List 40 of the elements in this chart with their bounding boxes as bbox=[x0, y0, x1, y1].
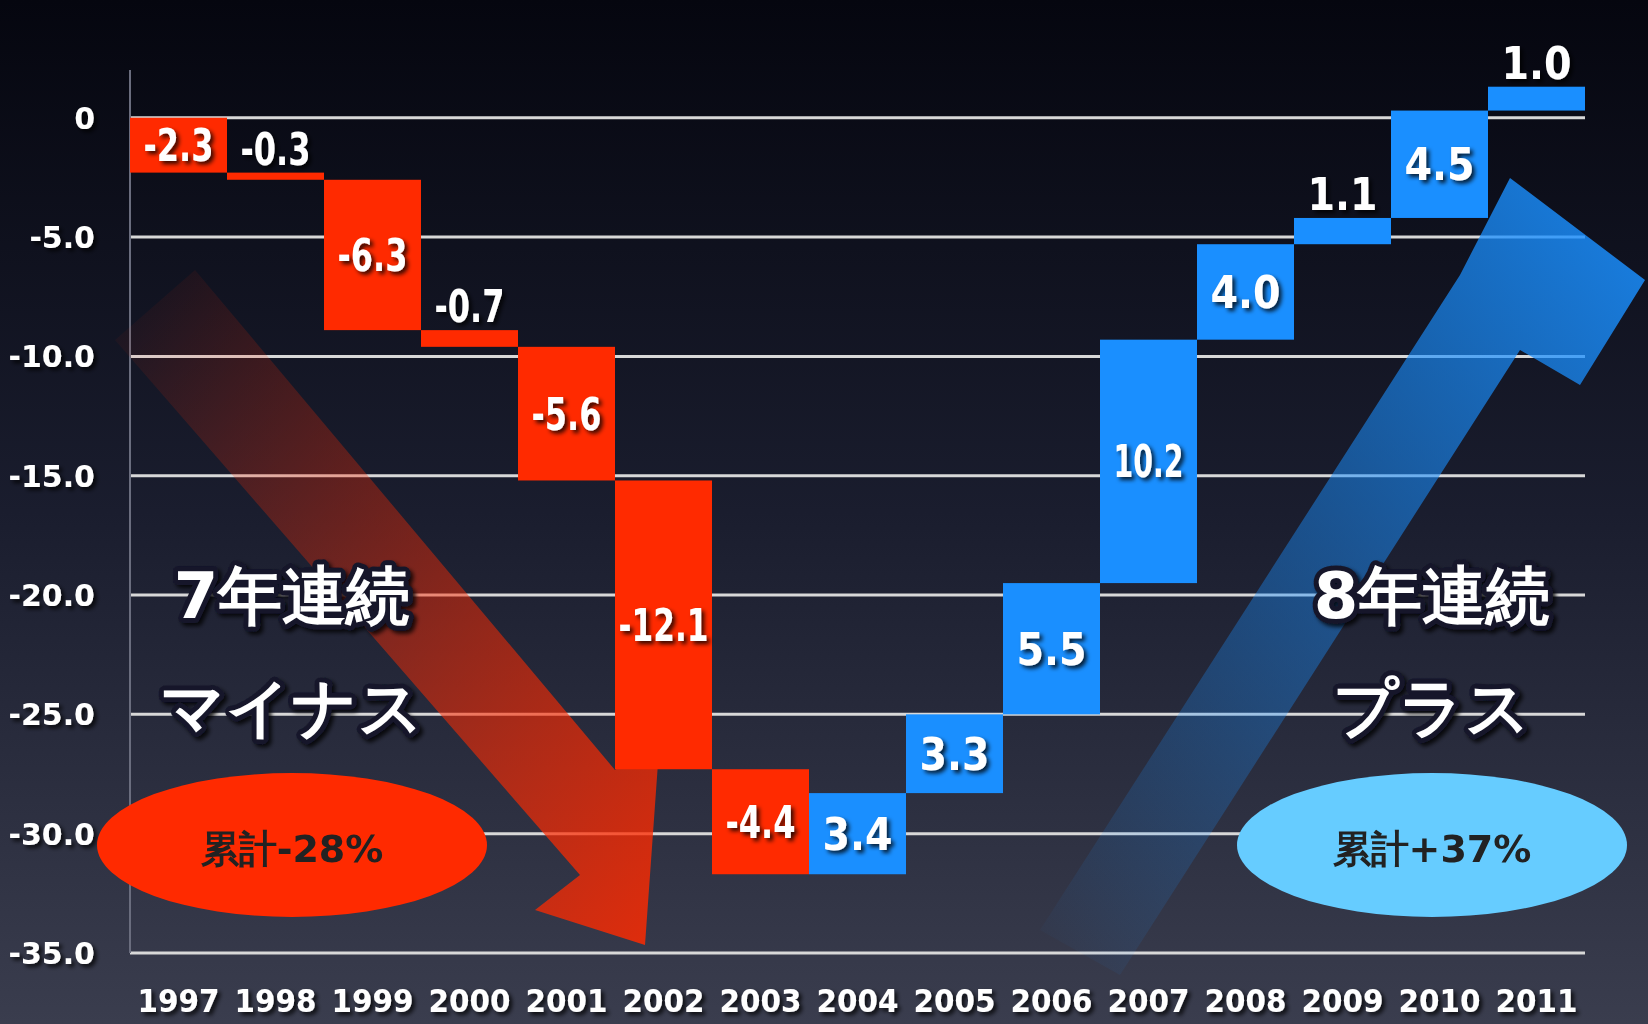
data-label: 1.1 bbox=[1307, 168, 1386, 220]
y-tick-label: -25.0 bbox=[8, 697, 95, 733]
data-label: -0.7 bbox=[434, 281, 531, 333]
data-label: -12.1 bbox=[618, 599, 746, 651]
x-tick-label: 2001 bbox=[525, 982, 615, 1020]
y-tick-label: -5.0 bbox=[29, 220, 95, 256]
data-label: 3.4 bbox=[822, 808, 901, 860]
data-label: 4.5 bbox=[1404, 139, 1483, 191]
x-tick-label: 1998 bbox=[234, 982, 324, 1020]
data-label: -0.3 bbox=[240, 123, 337, 175]
data-label: 5.5 bbox=[1016, 623, 1095, 675]
data-label: 1.0 bbox=[1501, 37, 1580, 89]
data-label: 3.3 bbox=[919, 728, 998, 780]
data-label: -2.3 bbox=[143, 120, 240, 172]
data-label: -4.4 bbox=[725, 796, 822, 848]
y-tick-label: -15.0 bbox=[8, 458, 95, 494]
x-tick-label: 2007 bbox=[1107, 982, 1197, 1020]
y-tick-label: -30.0 bbox=[8, 816, 95, 852]
x-tick-label: 2009 bbox=[1301, 982, 1391, 1020]
x-tick-label: 2002 bbox=[622, 982, 712, 1020]
x-tick-label: 1997 bbox=[137, 982, 227, 1020]
y-tick-label: -10.0 bbox=[8, 339, 95, 375]
x-tick-label: 2003 bbox=[719, 982, 809, 1020]
annotation: 累計-28% bbox=[200, 827, 384, 871]
annotation: 累計+37% bbox=[1332, 827, 1532, 871]
y-tick-label: -35.0 bbox=[8, 936, 95, 971]
data-label: -6.3 bbox=[337, 229, 434, 281]
x-tick-label: 2011 bbox=[1495, 982, 1585, 1020]
data-label: 10.2 bbox=[1113, 436, 1223, 488]
data-label: 4.0 bbox=[1210, 266, 1289, 318]
x-tick-label: 2000 bbox=[428, 982, 518, 1020]
y-tick-label: 0 bbox=[74, 100, 95, 136]
x-tick-label: 2004 bbox=[816, 982, 906, 1020]
y-tick-label: -20.0 bbox=[8, 578, 95, 614]
x-tick-label: 1999 bbox=[331, 982, 421, 1020]
x-tick-label: 2010 bbox=[1398, 982, 1488, 1020]
x-tick-label: 2008 bbox=[1204, 982, 1294, 1020]
data-label: -5.6 bbox=[531, 388, 628, 440]
x-tick-label: 2006 bbox=[1010, 982, 1100, 1020]
x-tick-label: 2005 bbox=[913, 982, 1003, 1020]
